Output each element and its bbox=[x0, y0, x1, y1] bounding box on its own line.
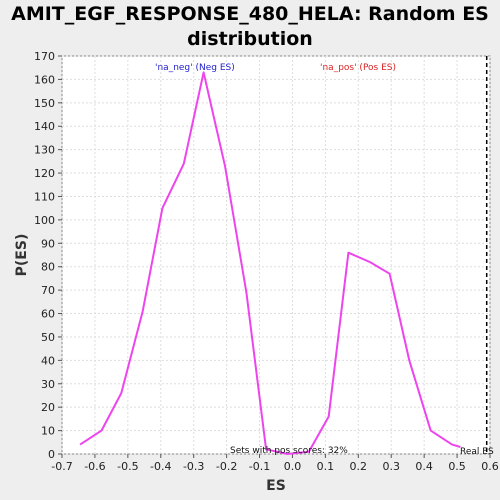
y-axis-ticks: 0 10 20 30 40 50 60 70 80 90 100 110 120 130 140 150 160… bbox=[34, 50, 62, 461]
x-tick-label: 0.4 bbox=[415, 460, 433, 473]
y-tick-label: 170 bbox=[34, 50, 55, 63]
plot-area bbox=[61, 55, 491, 455]
x-tick-label: -0.7 bbox=[51, 460, 72, 473]
y-tick-label: 120 bbox=[34, 167, 55, 180]
y-tick-label: 160 bbox=[34, 73, 55, 86]
y-tick-label: 100 bbox=[34, 214, 55, 227]
x-tick-label: -0.4 bbox=[150, 460, 171, 473]
chart-title: AMIT_EGF_RESPONSE_480_HELA: Random ES di… bbox=[11, 3, 489, 50]
y-axis-label: P(ES) bbox=[14, 234, 30, 277]
x-tick-label: -0.5 bbox=[117, 460, 138, 473]
y-tick-label: 60 bbox=[41, 308, 55, 321]
grid bbox=[61, 55, 491, 455]
real-es-label: Real ES bbox=[460, 447, 494, 457]
x-tick-label: 0.2 bbox=[350, 460, 368, 473]
y-tick-label: 80 bbox=[41, 261, 55, 274]
neg-es-label: 'na_neg' (Neg ES) bbox=[155, 63, 235, 73]
x-tick-label: 0.3 bbox=[382, 460, 400, 473]
y-tick-label: 140 bbox=[34, 120, 55, 133]
y-tick-label: 70 bbox=[41, 284, 55, 297]
y-tick-label: 10 bbox=[41, 425, 55, 438]
y-tick-label: 150 bbox=[34, 97, 55, 110]
y-tick-label: 110 bbox=[34, 190, 55, 203]
y-tick-label: 130 bbox=[34, 144, 55, 157]
x-tick-label: 0.6 bbox=[481, 460, 499, 473]
x-axis-label: ES bbox=[266, 478, 286, 494]
y-tick-label: 90 bbox=[41, 237, 55, 250]
x-tick-label: 0.1 bbox=[317, 460, 335, 473]
pos-scores-label: Sets with pos scores: 32% bbox=[230, 446, 348, 456]
pos-es-label: 'na_pos' (Pos ES) bbox=[320, 63, 396, 73]
y-tick-label: 40 bbox=[41, 354, 55, 367]
x-axis-ticks: -0.7 -0.6 -0.5 -0.4 -0.3 -0.2 -0.1 0.0 0.1 0.2 0.3… bbox=[51, 454, 499, 473]
x-tick-label: 0.0 bbox=[284, 460, 302, 473]
x-tick-label: -0.6 bbox=[84, 460, 105, 473]
series-line bbox=[79, 71, 461, 455]
y-tick-label: 0 bbox=[48, 448, 55, 461]
x-tick-label: -0.2 bbox=[216, 460, 237, 473]
x-tick-label: -0.1 bbox=[249, 460, 270, 473]
x-tick-label: -0.3 bbox=[183, 460, 204, 473]
y-tick-label: 50 bbox=[41, 331, 55, 344]
y-tick-label: 20 bbox=[41, 401, 55, 414]
x-tick-label: 0.5 bbox=[448, 460, 466, 473]
y-tick-label: 30 bbox=[41, 378, 55, 391]
